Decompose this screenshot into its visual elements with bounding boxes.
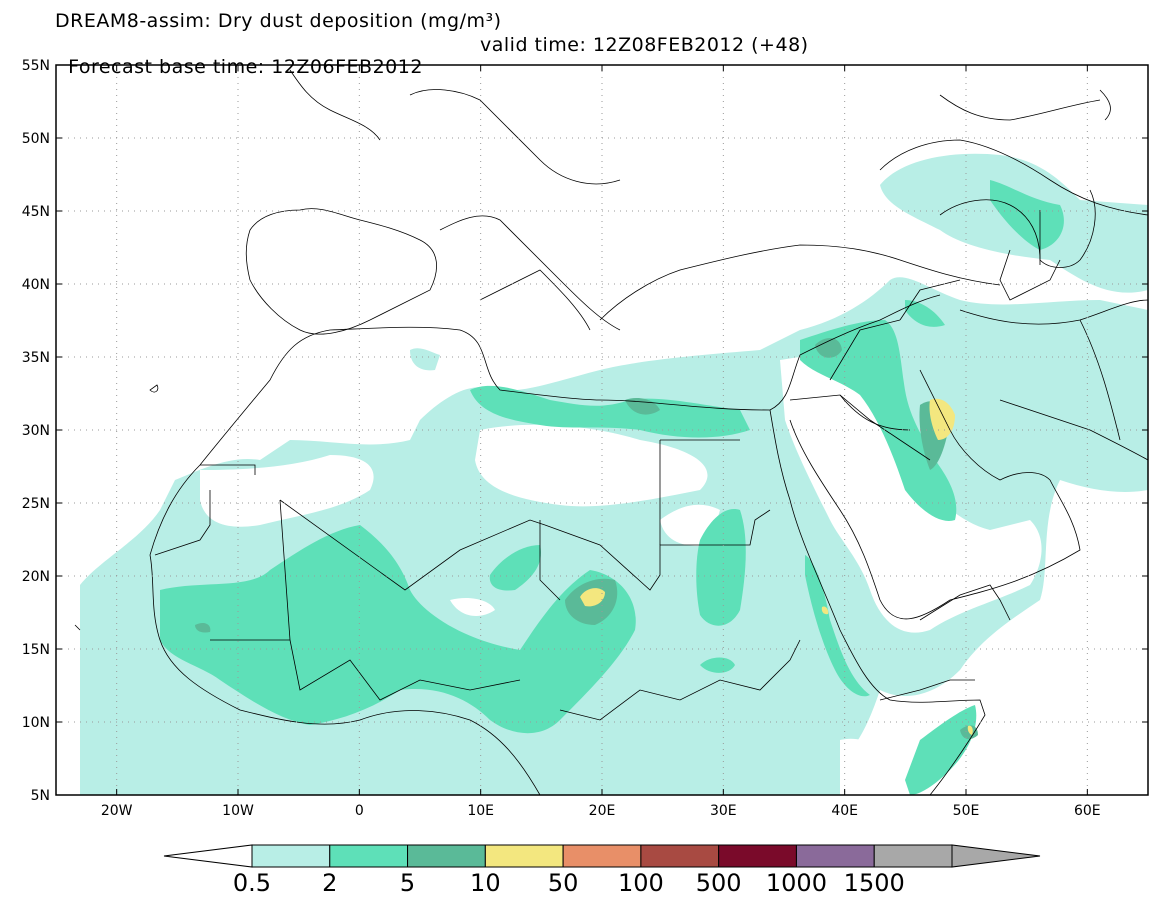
lat-tick-label: 30N — [22, 423, 50, 439]
colorbar: 0.5 2 5 10 50 100 500 1000 1500 — [163, 844, 1041, 897]
colorbar-label: 1000 — [766, 869, 827, 897]
colorbar-label: 1500 — [844, 869, 905, 897]
lon-tick-label: 20E — [589, 803, 616, 819]
lon-tick-label: 0 — [355, 803, 364, 819]
colorbar-label: 0.5 — [233, 869, 271, 897]
lat-tick-label: 5N — [31, 788, 50, 804]
colorbar-swatch — [718, 844, 797, 868]
chart-title-line1: DREAM8-assim: Dry dust deposition (mg/m³… — [55, 10, 502, 32]
coastlines-and-borders — [74, 69, 1148, 795]
lat-tick-label: 40N — [22, 277, 50, 293]
colorbar-label: 100 — [618, 869, 664, 897]
deposition-field — [80, 153, 1148, 795]
lon-tick-label: 10W — [222, 803, 254, 819]
colorbar-under-arrow — [163, 844, 253, 868]
chart-title-line2: Forecast base time: 12Z06FEB2012 valid t… — [55, 34, 808, 100]
colorbar-swatch — [562, 844, 642, 868]
lon-tick-label: 20W — [101, 803, 133, 819]
lon-tick-label: 30E — [710, 803, 737, 819]
lat-tick-label: 25N — [22, 496, 50, 512]
lat-tick-label: 50N — [22, 131, 50, 147]
colorbar-swatch — [484, 844, 564, 868]
forecast-base-time: Forecast base time: 12Z06FEB2012 — [68, 56, 423, 78]
colorbar-label: 10 — [470, 869, 501, 897]
valid-time: valid time: 12Z08FEB2012 (+48) — [480, 34, 809, 56]
lat-tick-label: 55N — [22, 58, 50, 74]
lat-tick-label: 20N — [22, 569, 50, 585]
contour-2-5 — [160, 180, 1064, 795]
colorbar-swatch — [640, 844, 720, 868]
lon-tick-label: 40E — [831, 803, 858, 819]
colorbar-swatch — [795, 844, 875, 868]
colorbar-label: 50 — [548, 869, 579, 897]
colorbar-swatch — [407, 844, 486, 868]
colorbar-label: 500 — [696, 869, 742, 897]
colorbar-swatch — [251, 844, 331, 868]
contour-10-50 — [580, 398, 973, 735]
colorbar-label: 2 — [322, 869, 337, 897]
colorbar-swatch — [873, 844, 953, 868]
map-axes: 55N 50N 45N 40N 35N 30N 25N 20N 15N 10N 5N 20W 10W 0 1… — [22, 58, 1148, 819]
colorbar-swatch — [329, 844, 409, 868]
colorbar-over-arrow — [951, 844, 1041, 868]
lon-tick-label: 50E — [953, 803, 980, 819]
lat-tick-label: 15N — [22, 642, 50, 658]
lat-tick-label: 10N — [22, 715, 50, 731]
lat-tick-label: 35N — [22, 350, 50, 366]
colorbar-label: 5 — [400, 869, 415, 897]
gridlines — [56, 65, 1148, 795]
lat-tick-label: 45N — [22, 204, 50, 220]
lon-tick-label: 60E — [1074, 803, 1101, 819]
lon-tick-label: 10E — [467, 803, 494, 819]
